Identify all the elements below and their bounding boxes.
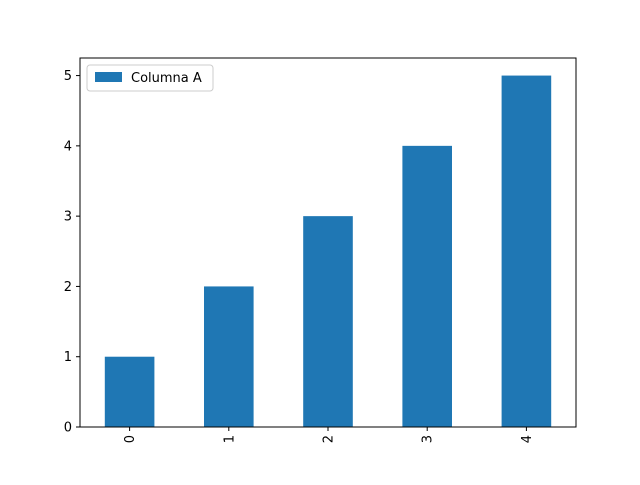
legend: Columna A <box>86 64 214 92</box>
bar-2 <box>303 216 353 427</box>
x-tick-label-4: 4 <box>520 435 535 443</box>
x-tick-label-0: 0 <box>123 435 138 443</box>
legend-box <box>86 64 214 92</box>
y-tick-label-5: 5 <box>64 69 72 84</box>
x-ticks-group: 0 1 2 3 4 <box>123 427 535 443</box>
bar-0 <box>104 356 155 427</box>
bar-4 <box>501 75 552 428</box>
bar-3 <box>402 145 452 427</box>
bar-1 <box>204 286 254 427</box>
y-tick-label-2: 2 <box>64 280 72 295</box>
legend-swatch <box>95 72 122 82</box>
x-tick-label-3: 3 <box>421 435 436 443</box>
y-tick-label-4: 4 <box>64 139 72 154</box>
y-tick-label-0: 0 <box>64 421 72 436</box>
y-ticks-group: 0 1 2 3 4 5 <box>64 69 80 436</box>
x-tick-label-1: 1 <box>222 435 237 443</box>
y-tick-label-3: 3 <box>64 210 72 225</box>
legend-label: Columna A <box>131 71 202 86</box>
y-tick-label-1: 1 <box>64 350 72 365</box>
bars-group <box>104 75 552 428</box>
x-tick-label-2: 2 <box>322 435 337 443</box>
